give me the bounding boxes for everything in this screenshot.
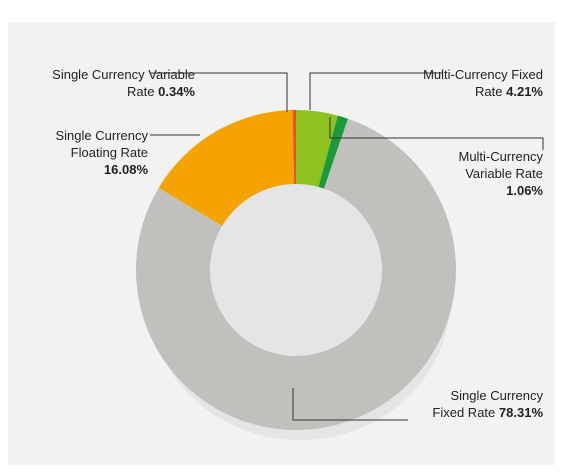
leader-line [309, 72, 442, 110]
slice [135, 118, 456, 431]
slice-label: Single Currency Floating Rate 16.08% [38, 127, 149, 178]
slice-label: Multi-Currency Fixed Rate 4.21% [423, 66, 543, 100]
label-value: 1.06% [506, 183, 543, 198]
label-name: Single Currency Floating Rate [55, 128, 149, 160]
label-value: 4.21% [506, 84, 543, 99]
slice-label: Single Currency Variable Rate 0.34% [45, 66, 195, 100]
leader-line [150, 72, 288, 112]
label-value: 0.34% [158, 84, 195, 99]
slice [292, 110, 296, 185]
leader-line [292, 388, 408, 421]
label-name: Single Currency Variable Rate [52, 67, 195, 99]
slice [318, 115, 349, 189]
label-value: 16.08% [103, 162, 148, 177]
label-value: 78.31% [498, 405, 543, 420]
label-name: Single Currency Fixed Rate [432, 388, 543, 420]
label-name: Multi-Currency Variable Rate [458, 149, 543, 181]
slice [296, 110, 338, 187]
label-name: Multi-Currency Fixed Rate [423, 67, 543, 99]
slice [158, 110, 295, 226]
leader-line [329, 117, 544, 150]
slice-label: Single Currency Fixed Rate 78.31% [418, 387, 543, 421]
slice-label: Multi-Currency Variable Rate 1.06% [433, 148, 543, 199]
